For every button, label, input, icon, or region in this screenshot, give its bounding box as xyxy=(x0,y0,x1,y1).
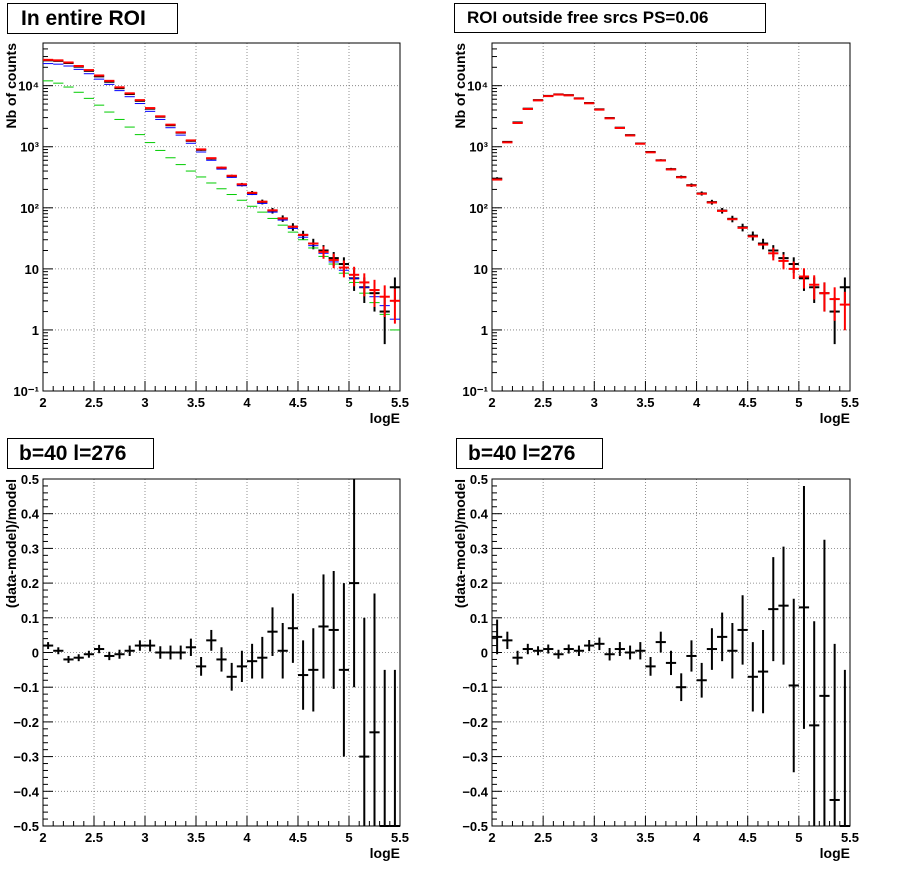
x-tick-label: 4.5 xyxy=(289,395,307,410)
y-tick-label: 10⁻¹ xyxy=(462,384,488,399)
y-tick-label: 0.3 xyxy=(470,541,488,556)
pad-title-residual-left: b=40 l=276 xyxy=(7,438,154,469)
x-tick-label: 3.5 xyxy=(636,830,654,845)
y-tick-label: 0.4 xyxy=(21,507,40,522)
x-tick-label: 4.5 xyxy=(739,395,757,410)
x-tick-label: 4.5 xyxy=(289,830,307,845)
y-tick-label: 1 xyxy=(32,323,39,338)
y-tick-label: 10⁻¹ xyxy=(13,384,39,399)
x-tick-label: 4 xyxy=(243,830,251,845)
chart-2: 2 2.5 3 3.5 4 4.5 5 5.5 −0.5 −0.4 −0.3 −0.2 −0.1 0 0.1… xyxy=(3,472,409,861)
y-tick-label: 0.2 xyxy=(21,576,39,591)
x-tick-label: 3 xyxy=(591,395,598,410)
series-0 xyxy=(492,485,850,827)
x-tick-label: 3.5 xyxy=(636,395,654,410)
y-tick-label: 10⁴ xyxy=(467,79,488,94)
series-1 xyxy=(43,63,400,320)
x-tick-label: 2.5 xyxy=(85,830,103,845)
x-tick-label: 2.5 xyxy=(85,395,103,410)
y-tick-label: 10 xyxy=(474,262,488,277)
series-0 xyxy=(43,59,400,345)
pad-title-spectrum-roi: In entire ROI xyxy=(7,3,178,34)
y-tick-label: −0.1 xyxy=(462,680,488,695)
y-tick-label: 10 xyxy=(25,262,39,277)
y-tick-label: 10³ xyxy=(20,140,39,155)
x-tick-label: 3 xyxy=(591,830,598,845)
y-tick-label: 0.3 xyxy=(21,541,39,556)
y-tick-label: 0.1 xyxy=(470,611,488,626)
x-tick-label: 5 xyxy=(795,395,802,410)
x-tick-label: 5.5 xyxy=(391,830,409,845)
x-tick-label: 2.5 xyxy=(534,395,552,410)
x-tick-label: 5.5 xyxy=(841,830,859,845)
series-0 xyxy=(43,479,400,827)
y-tick-label: 0.5 xyxy=(470,472,488,487)
x-tick-label: 3 xyxy=(141,395,148,410)
x-tick-label: 3.5 xyxy=(187,830,205,845)
pad-title-residual-right: b=40 l=276 xyxy=(456,438,603,469)
series-3 xyxy=(43,58,400,324)
x-axis-label: logE xyxy=(370,410,400,426)
y-tick-label: 10⁴ xyxy=(18,79,39,94)
x-axis-label: logE xyxy=(820,845,850,861)
y-tick-label: −0.4 xyxy=(13,784,39,799)
x-tick-label: 3 xyxy=(141,830,148,845)
y-tick-label: −0.2 xyxy=(462,715,488,730)
x-tick-label: 5 xyxy=(795,830,802,845)
y-tick-label: −0.1 xyxy=(13,680,39,695)
y-tick-label: 0.5 xyxy=(21,472,39,487)
y-tick-label: 1 xyxy=(481,323,488,338)
y-tick-label: −0.4 xyxy=(462,784,488,799)
y-axis-label: (data-model)/model xyxy=(452,479,468,608)
series-0 xyxy=(492,93,850,345)
series-1 xyxy=(492,93,850,331)
chart-1: 2 2.5 3 3.5 4 4.5 5 5.5 10⁻¹ 1 10 10² 10³ 10⁴ logE Nb o… xyxy=(452,42,859,426)
x-tick-label: 4 xyxy=(693,395,701,410)
x-tick-label: 5 xyxy=(345,830,352,845)
x-tick-label: 5.5 xyxy=(391,395,409,410)
y-tick-label: 10² xyxy=(20,201,39,216)
x-tick-label: 2.5 xyxy=(534,830,552,845)
chart-3: 2 2.5 3 3.5 4 4.5 5 5.5 −0.5 −0.4 −0.3 −0.2 −0.1 0 0.1… xyxy=(452,472,859,861)
x-tick-label: 3.5 xyxy=(187,395,205,410)
y-tick-label: −0.3 xyxy=(462,750,488,765)
x-tick-label: 5.5 xyxy=(841,395,859,410)
y-tick-label: 10³ xyxy=(469,140,488,155)
plot-frame xyxy=(42,42,401,392)
x-tick-label: 4.5 xyxy=(739,830,757,845)
y-tick-label: 10² xyxy=(469,201,488,216)
y-tick-label: 0.4 xyxy=(470,507,489,522)
series-2 xyxy=(43,80,400,331)
y-axis-label: (data-model)/model xyxy=(3,479,19,608)
y-tick-label: −0.2 xyxy=(13,715,39,730)
x-tick-label: 2 xyxy=(39,395,46,410)
x-tick-label: 4 xyxy=(243,395,251,410)
x-tick-label: 5 xyxy=(345,395,352,410)
y-tick-label: 0.1 xyxy=(21,611,39,626)
y-axis-label: Nb of counts xyxy=(3,43,19,129)
y-tick-label: −0.3 xyxy=(13,750,39,765)
y-axis-label: Nb of counts xyxy=(452,43,468,129)
y-tick-label: −0.5 xyxy=(13,819,39,834)
x-tick-label: 2 xyxy=(488,395,495,410)
x-tick-label: 4 xyxy=(693,830,701,845)
pad-title-spectrum-outside: ROI outside free srcs PS=0.06 xyxy=(454,3,766,33)
y-tick-label: −0.5 xyxy=(462,819,488,834)
y-tick-label: 0 xyxy=(481,646,488,661)
y-tick-label: 0 xyxy=(32,646,39,661)
x-tick-label: 2 xyxy=(488,830,495,845)
chart-0: 2 2.5 3 3.5 4 4.5 5 5.5 10⁻¹ 1 10 10² 10³ 10⁴ logE Nb o… xyxy=(3,42,409,426)
x-axis-label: logE xyxy=(370,845,400,861)
x-axis-label: logE xyxy=(820,410,850,426)
y-tick-label: 0.2 xyxy=(470,576,488,591)
x-tick-label: 2 xyxy=(39,830,46,845)
